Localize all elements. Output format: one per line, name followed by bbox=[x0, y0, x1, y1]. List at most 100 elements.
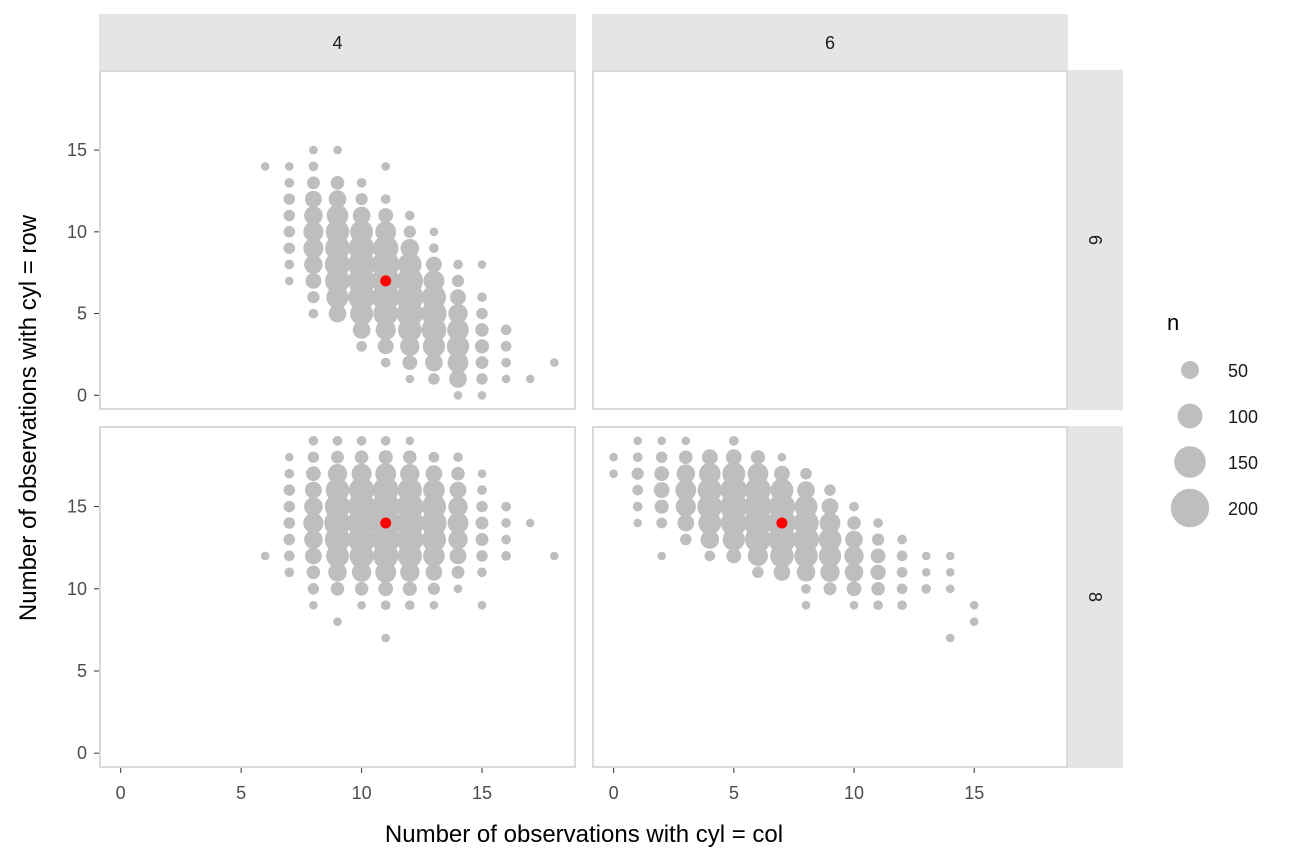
data-point bbox=[355, 192, 368, 206]
data-point bbox=[871, 533, 885, 546]
facet-panels bbox=[99, 70, 1068, 768]
data-point bbox=[477, 391, 487, 400]
panel-background bbox=[592, 426, 1068, 768]
data-point bbox=[403, 450, 417, 465]
data-point bbox=[818, 544, 842, 568]
data-point bbox=[308, 308, 319, 319]
data-point bbox=[675, 479, 697, 501]
data-point bbox=[284, 177, 295, 188]
data-point bbox=[381, 162, 391, 171]
data-point bbox=[375, 221, 397, 243]
data-point bbox=[423, 270, 445, 292]
data-point bbox=[285, 276, 294, 286]
data-point bbox=[350, 302, 374, 326]
data-point bbox=[657, 436, 666, 446]
data-point bbox=[477, 292, 487, 303]
data-point bbox=[654, 499, 669, 514]
data-point bbox=[794, 544, 818, 568]
data-point bbox=[500, 340, 512, 352]
data-point bbox=[305, 272, 322, 289]
data-point bbox=[633, 518, 642, 528]
data-point bbox=[793, 510, 819, 536]
data-point bbox=[333, 617, 342, 626]
data-point bbox=[475, 323, 489, 337]
data-point bbox=[681, 436, 691, 446]
data-point bbox=[283, 242, 296, 254]
data-point bbox=[897, 534, 907, 545]
data-point bbox=[260, 162, 270, 171]
legend-key bbox=[1170, 488, 1210, 528]
data-point bbox=[676, 464, 696, 484]
data-point bbox=[378, 208, 394, 223]
data-point bbox=[303, 221, 324, 242]
x-tick-label: 10 bbox=[844, 783, 864, 803]
data-point bbox=[945, 633, 955, 643]
data-point bbox=[797, 481, 815, 499]
data-point bbox=[328, 304, 347, 323]
data-point bbox=[773, 465, 790, 482]
strip-col-4-bg bbox=[99, 14, 576, 70]
data-point bbox=[400, 336, 420, 357]
data-point bbox=[283, 209, 296, 222]
data-point bbox=[325, 235, 350, 261]
data-point bbox=[633, 436, 642, 446]
data-point bbox=[448, 529, 468, 550]
data-point bbox=[326, 544, 349, 568]
data-point bbox=[402, 581, 417, 596]
data-point bbox=[325, 268, 350, 294]
data-point bbox=[304, 190, 322, 208]
data-point bbox=[429, 227, 439, 237]
data-point bbox=[474, 339, 490, 354]
data-point bbox=[525, 374, 535, 384]
data-point bbox=[308, 435, 319, 446]
data-point bbox=[354, 450, 369, 465]
data-point bbox=[656, 517, 668, 529]
x-tick-label: 5 bbox=[236, 783, 246, 803]
data-point bbox=[849, 600, 859, 610]
data-point bbox=[945, 551, 955, 561]
data-point bbox=[447, 352, 469, 374]
data-point bbox=[325, 220, 350, 244]
data-point bbox=[501, 534, 511, 545]
data-point bbox=[873, 518, 883, 528]
data-point bbox=[380, 600, 391, 611]
data-point bbox=[356, 177, 367, 188]
data-point bbox=[330, 582, 345, 596]
panel-border bbox=[592, 70, 1068, 410]
data-point bbox=[777, 452, 787, 462]
strip-col-6-label: 6 bbox=[825, 33, 835, 53]
data-point bbox=[284, 259, 295, 270]
data-point bbox=[451, 565, 465, 579]
y-axis-title: Number of observations with cyl = row bbox=[15, 214, 42, 621]
strip-row-6-bg bbox=[1068, 70, 1123, 410]
data-point bbox=[333, 145, 342, 155]
data-point bbox=[397, 477, 422, 503]
legend-key bbox=[1181, 361, 1199, 379]
data-point bbox=[475, 533, 489, 546]
data-point bbox=[750, 450, 766, 465]
data-point bbox=[846, 581, 862, 597]
data-point bbox=[448, 303, 468, 324]
column-strips: 4 6 bbox=[99, 14, 1068, 70]
legend-key bbox=[1174, 446, 1206, 478]
data-point bbox=[378, 450, 393, 465]
strip-row-8-label: 8 bbox=[1085, 592, 1105, 602]
data-point bbox=[945, 568, 955, 577]
data-point bbox=[402, 355, 418, 370]
data-point bbox=[821, 498, 839, 516]
strip-row-6-label: 6 bbox=[1085, 235, 1105, 245]
data-point bbox=[428, 373, 440, 385]
data-point bbox=[609, 469, 618, 479]
data-point bbox=[328, 190, 347, 208]
y-tick-label: 10 bbox=[67, 222, 87, 242]
data-point bbox=[451, 466, 465, 481]
data-point bbox=[380, 357, 391, 368]
data-point bbox=[698, 511, 722, 535]
data-point bbox=[896, 583, 908, 595]
data-point bbox=[351, 562, 372, 583]
y-tick-label: 10 bbox=[67, 579, 87, 599]
data-point bbox=[356, 340, 367, 352]
data-point bbox=[326, 204, 349, 227]
data-point bbox=[722, 462, 746, 486]
data-point bbox=[304, 530, 323, 549]
